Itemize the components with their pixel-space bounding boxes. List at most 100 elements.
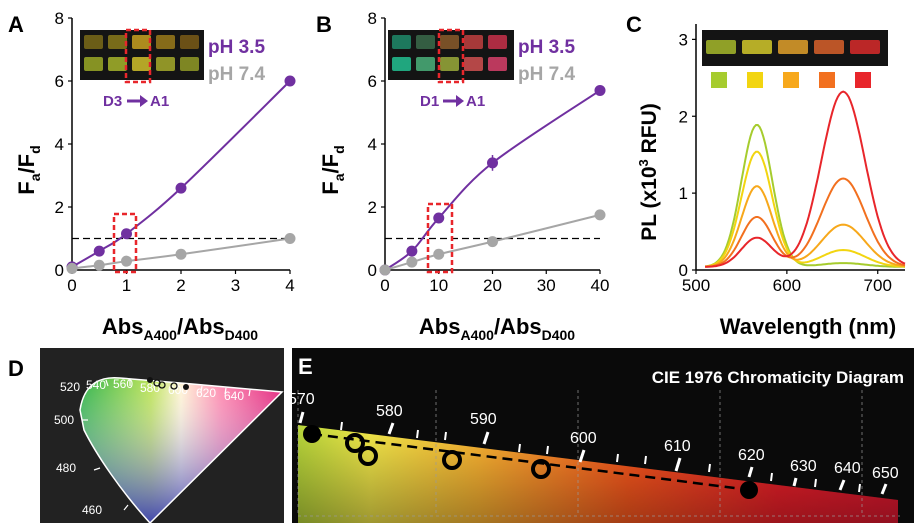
x-tick-label: 500	[682, 276, 710, 295]
gel-well	[440, 57, 459, 71]
wavelength-minor-tick	[770, 472, 773, 482]
panel-e-wavelength-ticks: 570 580 590 600 610 620 630 640 650	[288, 391, 899, 495]
x-tick-label: 1	[122, 276, 131, 295]
panel-e: E E CIE 1976 Chromaticity Diagram 570580…	[288, 348, 914, 523]
gel-well	[108, 35, 127, 49]
data-point	[175, 182, 187, 194]
wavelength-tick	[747, 466, 754, 478]
panel-b-ylabel: Fa/Fd	[318, 145, 347, 194]
panel-b-highlight-box	[437, 28, 465, 84]
data-point	[284, 233, 296, 244]
wavelength-minor-tick	[858, 483, 861, 493]
panel-b-legend-ph35: pH 3.5	[518, 37, 575, 58]
x-tick-label: 700	[864, 276, 892, 295]
gel-well	[778, 40, 808, 54]
cie-wavelength-label: 640	[224, 389, 244, 403]
gel-well	[180, 35, 199, 49]
x-tick-label: 20	[483, 276, 502, 295]
x-tick-label: 3	[231, 276, 240, 295]
data-point	[175, 248, 187, 260]
gel-well	[132, 35, 151, 49]
gel-well	[488, 57, 507, 71]
panel-b-axes: 0 2 4 6 8 0 10 20 30 40	[368, 9, 610, 295]
x-tick-label: 0	[380, 276, 389, 295]
panel-e-grid	[297, 390, 900, 517]
panel-a-ylabel: Fa/Fd	[14, 145, 43, 194]
panel-b-gel-wells	[392, 35, 507, 71]
gel-well	[416, 57, 435, 71]
data-point	[433, 212, 445, 224]
cie-wavelength-label: 580	[140, 381, 160, 395]
cie-tick	[105, 379, 109, 387]
panel-e-title: CIE 1976 Chromaticity Diagram	[652, 368, 904, 387]
wavelength-minor-tick	[708, 463, 711, 473]
gel-well	[706, 40, 736, 54]
wavelength-minor-tick	[616, 453, 619, 463]
wavelength-minor-tick	[644, 455, 647, 465]
cie-tick	[224, 387, 227, 395]
panel-e-point-open	[531, 459, 551, 479]
spectrum-line-1	[704, 150, 906, 268]
panel-c-letter: C	[626, 12, 642, 37]
wavelength-label: 630	[790, 458, 817, 475]
wavelength-minor-tick	[444, 431, 447, 441]
panel-e-fit-line	[311, 432, 751, 492]
wavelength-label: 580	[376, 403, 403, 420]
color-swatch	[855, 72, 871, 88]
wavelength-label: 600	[570, 430, 597, 447]
panel-c-swatches	[711, 72, 871, 88]
panel-a-gel-wells	[84, 35, 199, 71]
wavelength-minor-tick	[340, 421, 343, 431]
gel-well	[850, 40, 880, 54]
data-point	[93, 245, 105, 257]
data-point	[93, 259, 105, 271]
gel-well	[742, 40, 772, 54]
wavelength-tick	[298, 411, 305, 424]
cie-wavelength-label: 540	[86, 378, 106, 392]
gel-well	[464, 57, 483, 71]
panel-c: C 0 1 2 3 500 600 700 PL (x103 RFU) Wavelength…	[626, 12, 906, 339]
cie-wavelength-label: 560	[113, 377, 133, 391]
wavelength-tick	[838, 479, 846, 491]
gel-well	[84, 35, 103, 49]
spectrum-line-3	[705, 177, 906, 268]
panel-b-arrow-icon	[443, 95, 464, 107]
cie-tick	[248, 389, 251, 397]
data-point	[121, 255, 132, 267]
cie-wavelength-label: 620	[196, 386, 216, 400]
wavelength-minor-tick	[814, 478, 817, 488]
gel-well	[416, 35, 435, 49]
spectrum-line-2	[705, 185, 906, 268]
x-tick-label: 0	[67, 276, 76, 295]
gel-well	[464, 35, 483, 49]
cie-tick	[200, 385, 203, 393]
series-line-0	[384, 89, 601, 271]
panel-e-point-filled	[740, 481, 758, 499]
y-tick-label: 0	[368, 261, 377, 280]
gel-well	[84, 57, 103, 71]
data-point	[66, 262, 78, 274]
y-tick-label: 1	[679, 184, 688, 203]
panel-b: B 0 2 4 6 8 0 10 20 30 40 pH 3.5 pH 7.4 D1 A1 Fa/…	[316, 9, 609, 343]
panel-b-annotation-from: D1	[420, 93, 439, 110]
panel-b-data-highlight	[426, 202, 454, 274]
panel-b-legend-ph74: pH 7.4	[518, 64, 575, 85]
data-point	[406, 245, 418, 257]
x-tick-label: 10	[429, 276, 448, 295]
gel-well	[392, 35, 411, 49]
y-tick-label: 8	[55, 9, 64, 28]
data-point	[487, 236, 498, 248]
wavelength-label: 590	[470, 411, 497, 428]
panel-d-horseshoe	[79, 376, 284, 523]
y-tick-label: 6	[55, 72, 64, 91]
data-point	[379, 264, 391, 276]
panel-a-data-highlight	[112, 212, 138, 274]
wavelength-tick	[387, 422, 395, 435]
wavelength-minor-tick	[518, 443, 521, 453]
data-point	[406, 256, 418, 268]
panel-e-point-open	[345, 433, 365, 453]
panel-a-legend-ph35: pH 3.5	[208, 37, 265, 58]
data-point	[594, 209, 606, 221]
